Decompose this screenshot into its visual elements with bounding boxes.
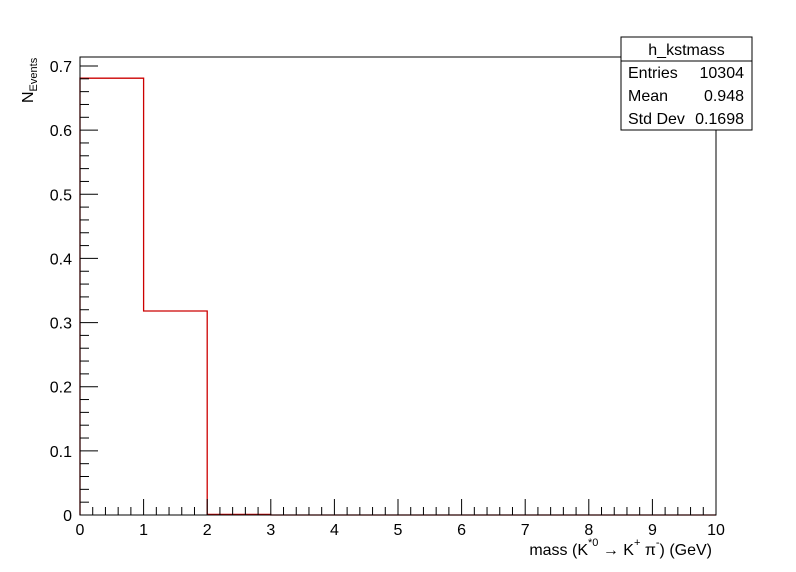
x-tick-label: 6 [457,522,466,539]
stats-stddev-value: 0.1698 [695,111,744,128]
x-tick-label: 0 [76,522,85,539]
y-tick-label: 0.5 [50,187,72,204]
y-tick-label: 0.3 [50,316,72,333]
stats-mean-value: 0.948 [704,88,744,105]
y-tick-label: 0.1 [50,444,72,461]
y-tick-label: 0.6 [50,123,72,140]
y-tick-label: 0 [63,508,72,525]
stats-box-title: h_kstmass [648,42,724,59]
x-tick-label: 1 [139,522,148,539]
stats-stddev-label: Std Dev [628,111,685,128]
x-tick-label: 7 [521,522,530,539]
x-axis-title-sup1: *0 [588,537,598,549]
y-tick-label: 0.4 [50,251,72,268]
stats-entries-value: 10304 [700,65,745,82]
x-axis-title-suffix: ) (GeV) [660,542,712,559]
x-tick-label: 2 [203,522,212,539]
x-tick-label: 10 [707,522,725,539]
x-axis-title-sup2: + [634,537,640,549]
y-axis-title-main: N [20,91,37,103]
axis-ticks [79,65,717,516]
x-tick-label: 3 [266,522,275,539]
x-tick-label: 5 [394,522,403,539]
x-axis-title-arrow: → K [598,542,634,559]
stats-box-frame [620,36,753,131]
x-tick-label: 9 [648,522,657,539]
y-tick-label: 0.7 [50,59,72,76]
y-tick-label: 0.2 [50,380,72,397]
y-axis-title: NEvents [20,57,40,103]
x-axis-title: mass (K*0 → K+ π-) (GeV) [529,537,712,559]
stats-entries-label: Entries [628,65,678,82]
y-axis-title-sub: Events [28,57,40,91]
x-axis-title-pi: π [640,542,655,559]
x-tick-label: 4 [330,522,339,539]
x-axis-title-prefix: mass (K [529,542,588,559]
x-tick-label: 8 [584,522,593,539]
x-axis-title-sup3: - [656,537,660,549]
stats-mean-label: Mean [628,88,668,105]
tick-labels: 0 1 2 3 4 5 6 7 8 9 10 0 0.1 0.2 0.3 0.4 0.5 0.6 0.7 [50,59,725,539]
stats-box: h_kstmass Entries 10304 Mean 0.948 Std D… [620,36,753,131]
